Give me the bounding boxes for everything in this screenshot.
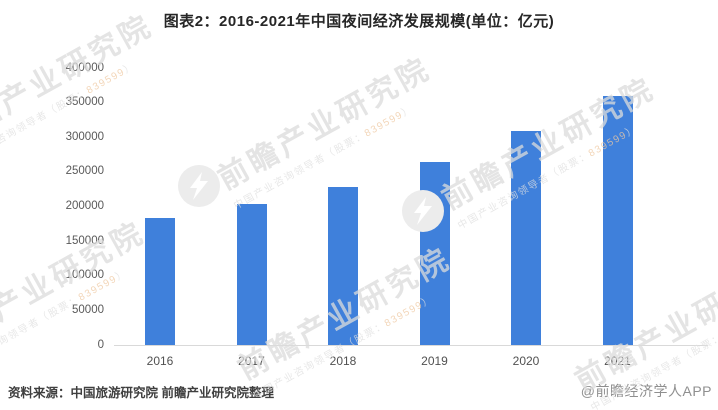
x-axis-tick-label: 2021 (604, 354, 631, 368)
bar-2016 (145, 218, 175, 345)
y-axis-tick-label: 0 (97, 338, 104, 351)
bar-2020 (511, 131, 541, 345)
bar-2021 (602, 95, 633, 345)
bar-2019 (419, 161, 450, 345)
source-note: 资料来源：中国旅游研究院 前瞻产业研究院整理 (8, 386, 274, 400)
y-axis-tick-label: 300000 (65, 130, 104, 143)
y-axis-tick-label: 350000 (65, 96, 104, 109)
y-axis-tick-label: 150000 (65, 234, 104, 247)
x-axis-tick-label: 2016 (146, 354, 174, 368)
y-axis-tick-label: 50000 (72, 303, 104, 316)
y-axis-tick-label: 250000 (65, 165, 104, 178)
x-axis-tick-label: 2017 (238, 354, 265, 368)
chart-title: 图表2：2016-2021年中国夜间经济发展规模(单位：亿元) (163, 13, 555, 30)
y-axis-tick-label: 400000 (65, 61, 104, 74)
x-axis-tick-label: 2020 (512, 354, 540, 368)
bar-2018 (328, 186, 358, 345)
y-axis-tick-label: 100000 (65, 269, 104, 282)
credit-text: @前瞻经济学人APP (580, 383, 712, 399)
x-axis-line (114, 345, 708, 346)
x-axis-tick-label: 2019 (421, 354, 448, 368)
bar-2017 (236, 204, 267, 345)
x-axis-tick-label: 2018 (329, 354, 357, 368)
y-axis-tick-label: 200000 (65, 200, 104, 212)
